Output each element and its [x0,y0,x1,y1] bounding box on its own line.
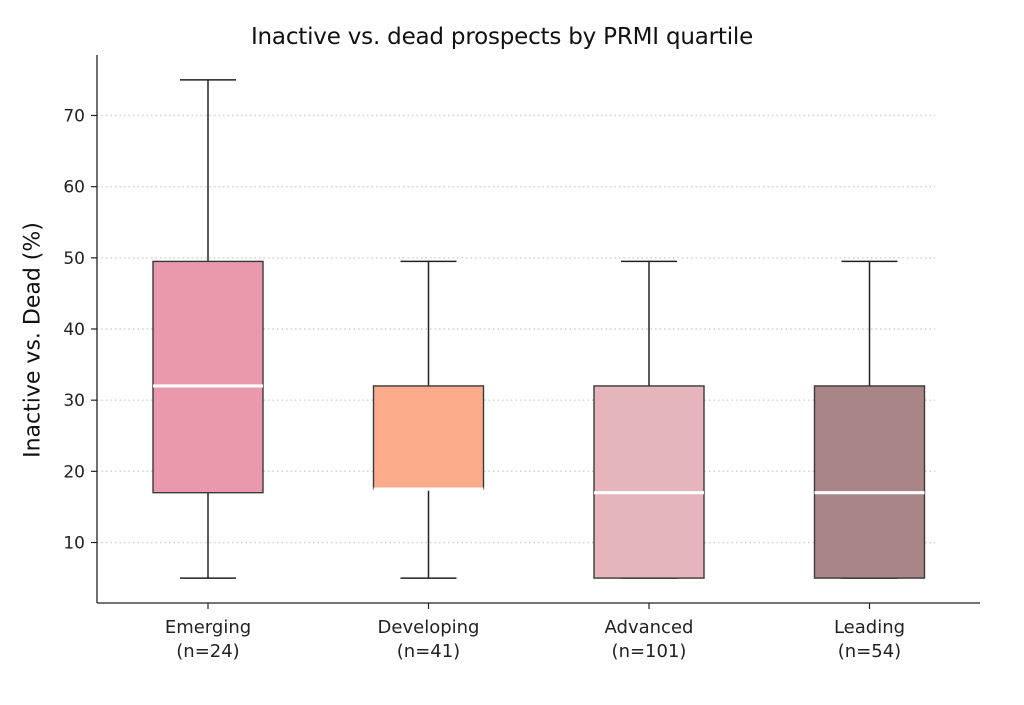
x-tick-label: Emerging [165,617,251,638]
x-tick-count: (n=24) [176,641,239,662]
y-tick-label: 70 [63,106,85,126]
x-tick-label: Advanced [605,617,694,638]
box-advanced [593,385,705,579]
box-emerging [152,260,264,494]
y-tick-label: 60 [63,178,85,198]
x-tick-count: (n=54) [838,641,901,662]
box-leading [813,385,926,579]
x-tick-count: (n=101) [612,641,687,662]
y-tick-label: 30 [63,391,85,411]
y-tick-label: 10 [63,534,85,554]
x-tick-label: Developing [378,617,480,638]
x-tick-label: Leading [834,617,905,638]
x-tick-count: (n=41) [397,641,460,662]
y-tick-label: 40 [63,320,85,340]
y-tick-label: 20 [63,462,85,482]
y-tick-label: 50 [63,249,85,269]
box-developing [372,385,485,490]
chart-title: Inactive vs. dead prospects by PRMI quar… [250,24,754,50]
